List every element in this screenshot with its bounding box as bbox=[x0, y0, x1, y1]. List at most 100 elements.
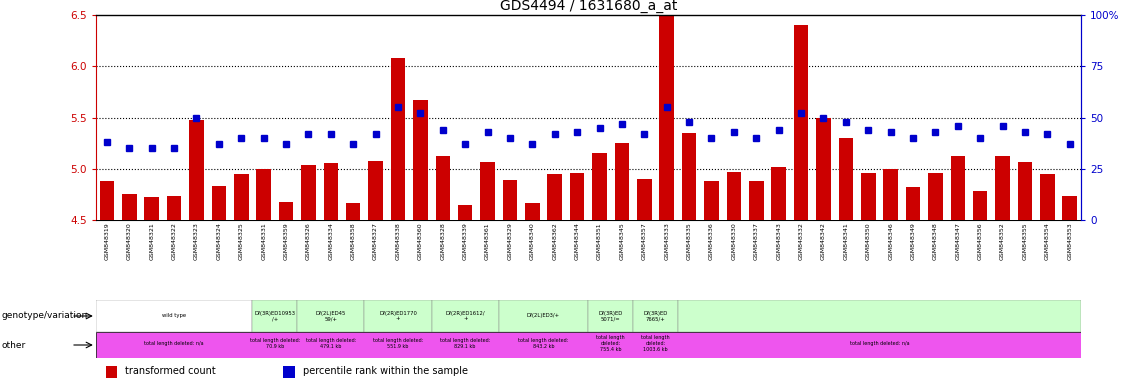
Text: GSM848322: GSM848322 bbox=[171, 222, 177, 260]
Bar bbox=[660, 15, 674, 220]
Text: GSM848344: GSM848344 bbox=[574, 222, 580, 260]
Bar bbox=[794, 25, 808, 220]
Text: GSM848336: GSM848336 bbox=[709, 222, 714, 260]
Bar bbox=[525, 203, 539, 220]
Text: GSM848328: GSM848328 bbox=[440, 222, 445, 260]
Text: GSM848356: GSM848356 bbox=[977, 222, 983, 260]
Text: GSM848360: GSM848360 bbox=[418, 222, 423, 260]
Text: GSM848352: GSM848352 bbox=[1000, 222, 1006, 260]
Text: GSM848339: GSM848339 bbox=[463, 222, 467, 260]
Text: total length
deleted:
755.4 kb: total length deleted: 755.4 kb bbox=[597, 335, 625, 352]
Text: GSM848359: GSM848359 bbox=[284, 222, 288, 260]
Bar bbox=[297, 300, 365, 332]
Bar bbox=[950, 156, 965, 220]
Bar bbox=[749, 181, 763, 220]
Text: Df(3R)ED
7665/+: Df(3R)ED 7665/+ bbox=[643, 311, 668, 321]
Bar bbox=[678, 300, 1081, 332]
Bar bbox=[704, 181, 718, 220]
Text: GSM848357: GSM848357 bbox=[642, 222, 646, 260]
Bar bbox=[458, 205, 473, 220]
Bar bbox=[481, 162, 494, 220]
Text: GSM848354: GSM848354 bbox=[1045, 222, 1049, 260]
Text: Df(2R)ED1770
+: Df(2R)ED1770 + bbox=[379, 311, 417, 321]
Text: GSM848324: GSM848324 bbox=[216, 222, 222, 260]
Text: transformed count: transformed count bbox=[125, 366, 216, 376]
Bar bbox=[212, 186, 226, 220]
Bar bbox=[431, 300, 499, 332]
Text: GSM848333: GSM848333 bbox=[664, 222, 669, 260]
Bar bbox=[499, 300, 589, 332]
Text: GSM848349: GSM848349 bbox=[911, 222, 915, 260]
Text: total length deleted:
843.2 kb: total length deleted: 843.2 kb bbox=[518, 338, 569, 349]
Text: GSM848348: GSM848348 bbox=[933, 222, 938, 260]
Text: GSM848355: GSM848355 bbox=[1022, 222, 1028, 260]
Bar bbox=[615, 143, 629, 220]
Text: Df(2L)ED45
59/+: Df(2L)ED45 59/+ bbox=[315, 311, 346, 321]
Bar bbox=[301, 165, 315, 220]
Bar bbox=[771, 167, 786, 220]
Text: Df(2R)ED1612/
+: Df(2R)ED1612/ + bbox=[446, 311, 485, 321]
Title: GDS4494 / 1631680_a_at: GDS4494 / 1631680_a_at bbox=[500, 0, 677, 13]
Text: percentile rank within the sample: percentile rank within the sample bbox=[303, 366, 467, 376]
Bar bbox=[189, 119, 204, 220]
Bar bbox=[726, 172, 741, 220]
Bar bbox=[368, 161, 383, 220]
Text: total length
deleted:
1003.6 kb: total length deleted: 1003.6 kb bbox=[641, 335, 670, 352]
Bar bbox=[346, 203, 360, 220]
Text: total length deleted:
70.9 kb: total length deleted: 70.9 kb bbox=[250, 338, 300, 349]
Bar bbox=[99, 181, 114, 220]
Text: GSM848341: GSM848341 bbox=[843, 222, 848, 260]
Text: GSM848332: GSM848332 bbox=[798, 222, 804, 260]
Text: GSM848331: GSM848331 bbox=[261, 222, 266, 260]
Text: GSM848361: GSM848361 bbox=[485, 222, 490, 260]
Text: GSM848347: GSM848347 bbox=[955, 222, 960, 260]
Text: GSM848358: GSM848358 bbox=[350, 222, 356, 260]
Text: GSM848330: GSM848330 bbox=[732, 222, 736, 260]
Bar bbox=[637, 179, 652, 220]
Text: total length deleted:
829.1 kb: total length deleted: 829.1 kb bbox=[440, 338, 490, 349]
Text: GSM848362: GSM848362 bbox=[552, 222, 557, 260]
Text: GSM848335: GSM848335 bbox=[687, 222, 691, 260]
Text: GSM848350: GSM848350 bbox=[866, 222, 870, 260]
Bar bbox=[96, 300, 252, 332]
Bar bbox=[928, 173, 942, 220]
Bar bbox=[283, 366, 295, 377]
Bar bbox=[547, 174, 562, 220]
Text: GSM848329: GSM848329 bbox=[508, 222, 512, 260]
Bar bbox=[257, 169, 271, 220]
Text: GSM848323: GSM848323 bbox=[194, 222, 199, 260]
Bar bbox=[682, 133, 696, 220]
Bar bbox=[167, 197, 181, 220]
Text: GSM848346: GSM848346 bbox=[888, 222, 893, 260]
Text: total length deleted: n/a: total length deleted: n/a bbox=[850, 341, 909, 346]
Text: total length deleted: n/a: total length deleted: n/a bbox=[144, 341, 204, 346]
Text: GSM848342: GSM848342 bbox=[821, 222, 826, 260]
Bar bbox=[1018, 162, 1033, 220]
Text: GSM848343: GSM848343 bbox=[776, 222, 781, 260]
Bar bbox=[391, 58, 405, 220]
Text: wild type: wild type bbox=[162, 313, 186, 318]
Bar bbox=[589, 300, 633, 332]
Bar bbox=[973, 191, 988, 220]
Bar bbox=[323, 162, 338, 220]
Bar bbox=[144, 197, 159, 220]
Text: GSM848353: GSM848353 bbox=[1067, 222, 1072, 260]
Bar bbox=[1040, 174, 1055, 220]
Bar bbox=[365, 300, 431, 332]
Bar bbox=[413, 100, 428, 220]
Text: total length deleted:
479.1 kb: total length deleted: 479.1 kb bbox=[305, 338, 356, 349]
Text: GSM848326: GSM848326 bbox=[306, 222, 311, 260]
Bar bbox=[592, 153, 607, 220]
Text: genotype/variation: genotype/variation bbox=[1, 311, 88, 321]
Text: Df(3R)ED10953
/+: Df(3R)ED10953 /+ bbox=[254, 311, 295, 321]
Text: GSM848321: GSM848321 bbox=[149, 222, 154, 260]
Text: Df(3R)ED
5071/=: Df(3R)ED 5071/= bbox=[599, 311, 623, 321]
Bar bbox=[436, 156, 450, 220]
Bar bbox=[279, 202, 293, 220]
Bar bbox=[106, 366, 117, 377]
Bar bbox=[502, 180, 517, 220]
Text: GSM848319: GSM848319 bbox=[105, 222, 109, 260]
Text: GSM848325: GSM848325 bbox=[239, 222, 243, 260]
Text: GSM848337: GSM848337 bbox=[753, 222, 759, 260]
Bar bbox=[252, 300, 297, 332]
